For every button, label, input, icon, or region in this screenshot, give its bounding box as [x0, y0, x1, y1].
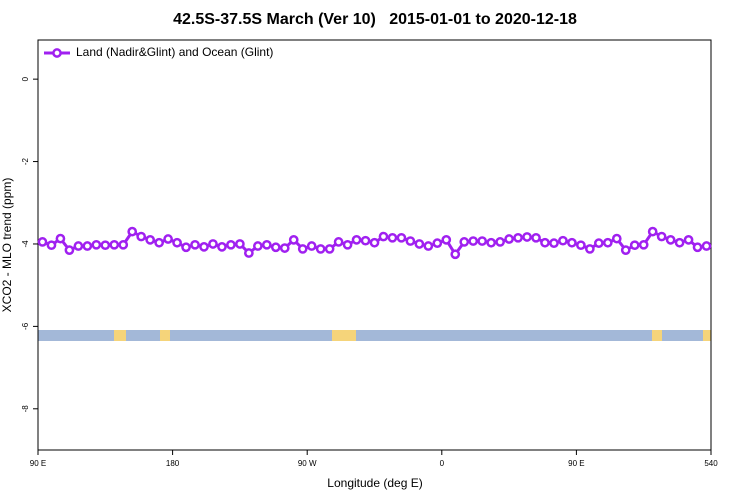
legend-label: Land (Nadir&Glint) and Ocean (Glint)	[76, 45, 273, 59]
data-point	[405, 236, 416, 246]
data-point	[288, 234, 299, 245]
data-point	[459, 237, 470, 247]
data-point	[585, 244, 595, 254]
data-point	[46, 240, 57, 251]
data-point	[208, 239, 218, 249]
ocean-strip	[38, 330, 711, 341]
data-point	[235, 239, 245, 249]
data-point	[387, 232, 398, 243]
data-point	[567, 237, 577, 248]
data-point	[172, 237, 182, 248]
data-point	[64, 245, 75, 256]
y-axis-label: XCO2 - MLO trend (ppm)	[0, 178, 14, 313]
data-point	[154, 237, 164, 248]
data-point	[315, 244, 326, 254]
data-point	[306, 241, 317, 251]
data-point	[369, 237, 380, 248]
data-point	[674, 237, 685, 248]
data-point	[629, 240, 640, 251]
data-point	[109, 239, 120, 250]
data-point	[513, 232, 523, 243]
data-point	[270, 242, 281, 253]
data-point	[217, 242, 227, 252]
data-point	[163, 234, 173, 244]
data-point	[136, 231, 147, 242]
land-patch	[160, 330, 170, 341]
data-point	[37, 237, 48, 247]
data-point	[190, 239, 200, 250]
data-point	[396, 232, 407, 243]
data-point	[504, 234, 514, 244]
data-point	[127, 226, 138, 237]
data-point	[602, 237, 613, 248]
data-point	[82, 241, 93, 251]
land-patch	[703, 330, 711, 341]
y-tick-label: -8	[21, 405, 30, 413]
data-point	[593, 238, 604, 248]
data-point	[226, 239, 236, 250]
data-point	[665, 234, 676, 245]
data-point	[540, 237, 550, 248]
data-point	[522, 232, 532, 242]
data-point	[576, 240, 586, 251]
data-point	[450, 249, 461, 260]
data-point	[620, 245, 631, 256]
x-tick-label: 90 E	[30, 459, 46, 468]
data-point	[558, 235, 568, 246]
x-tick-label: 90 W	[298, 459, 317, 468]
y-tick-label: -6	[21, 322, 30, 330]
data-point	[252, 241, 263, 251]
data-point	[91, 239, 102, 250]
data-point	[181, 242, 191, 253]
data-point	[55, 233, 66, 244]
data-point	[692, 242, 703, 253]
y-tick-label: -2	[21, 157, 30, 165]
data-point	[244, 248, 254, 258]
data-point	[414, 239, 425, 249]
data-point	[118, 239, 129, 250]
data-point	[638, 239, 649, 250]
data-point	[351, 234, 362, 245]
data-point	[531, 232, 541, 243]
data-point	[486, 237, 497, 248]
data-point	[701, 241, 712, 251]
x-tick-label: 540	[704, 459, 718, 468]
data-point	[549, 238, 559, 248]
legend-marker	[52, 48, 62, 58]
data-point	[441, 234, 452, 245]
data-point	[279, 243, 290, 253]
data-point	[73, 241, 84, 251]
land-patch	[332, 330, 356, 341]
chart-title: 42.5S-37.5S March (Ver 10) 2015-01-01 to…	[173, 11, 577, 28]
data-point	[360, 235, 371, 246]
data-point	[611, 233, 622, 244]
data-point	[100, 240, 111, 251]
data-point	[342, 239, 353, 250]
data-point	[468, 236, 479, 246]
data-point	[297, 244, 308, 254]
x-tick-label: 0	[440, 459, 445, 468]
data-point	[378, 231, 389, 242]
land-mask	[38, 330, 711, 341]
x-tick-label: 90 E	[568, 459, 584, 468]
data-point	[495, 237, 505, 247]
data-point	[199, 242, 209, 252]
y-tick-label: -4	[21, 240, 30, 248]
y-tick-label: 0	[21, 76, 30, 81]
data-point	[647, 226, 658, 237]
data-point	[477, 236, 488, 246]
data-point	[145, 234, 156, 245]
x-axis-label: Longitude (deg E)	[327, 476, 422, 490]
data-point	[432, 238, 443, 248]
data-point	[333, 237, 344, 247]
data-point	[683, 234, 694, 245]
data-point	[261, 239, 272, 250]
x-tick-label: 180	[166, 459, 180, 468]
data-point	[423, 241, 434, 251]
land-patch	[114, 330, 126, 341]
data-point	[656, 231, 667, 242]
data-point	[324, 244, 335, 254]
land-patch	[652, 330, 662, 341]
